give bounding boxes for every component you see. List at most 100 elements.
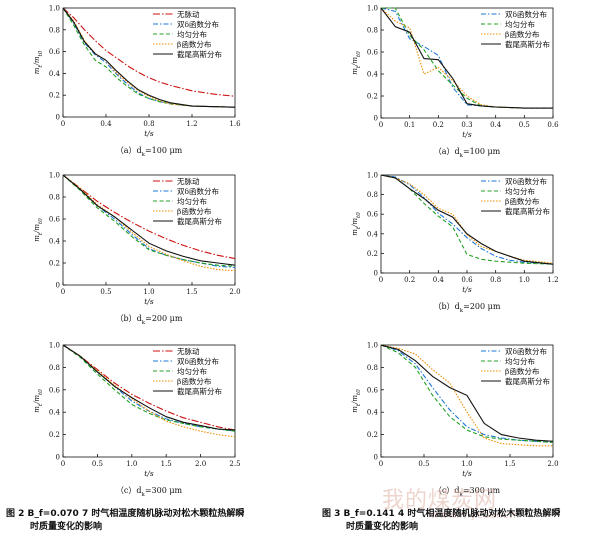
y-tick-label: 0.6 (367, 49, 379, 57)
y-tick-label: 0 (374, 454, 378, 462)
y-axis-label: mt/mt0 (351, 212, 362, 236)
x-tick-label: 0.2 (433, 121, 444, 129)
y-tick-label: 1.0 (367, 172, 378, 180)
y-tick-label: 0.2 (367, 431, 378, 439)
y-tick-label: 1.0 (49, 5, 60, 13)
y-tick-label: 1.0 (49, 172, 60, 180)
legend-label: β函数分布 (505, 196, 540, 206)
figure-2-caption-line1: 图 2 B_f=0.070 7 时气相温度随机脉动对松木颗粒热解瞬 (6, 509, 245, 519)
series-line-4 (62, 344, 236, 431)
x-tick-label: 1.5 (186, 288, 197, 296)
y-tick-label: 1.0 (367, 5, 378, 13)
series-line-3 (380, 344, 553, 447)
x-tick-label: 0.5 (418, 460, 429, 468)
x-tick-label: 0.6 (547, 121, 559, 129)
legend-label: 截尾高斯分布 (505, 376, 550, 386)
chart-panel-right-2: 0 0.2 0.4 0.6 0.8 1.0 1.2 0 0.2 0.4 0.6 0.8 1.0 t/s mt… (351, 172, 559, 315)
y-tick-label: 0.4 (49, 409, 61, 417)
y-tick-label: 0.4 (49, 238, 61, 246)
panel-sublabel: （a）dk=100 μm (434, 147, 501, 159)
x-tick-label: 1.0 (143, 288, 154, 296)
x-tick-label: 2.0 (547, 460, 558, 468)
x-tick-label: 0 (379, 276, 383, 284)
y-tick-label: 0.2 (367, 250, 378, 258)
chart-panel-right-1: 0 0.1 0.2 0.3 0.4 0.5 0.6 0 0.2 0.4 0.6 0.8 1.0 t/s mt… (351, 5, 559, 160)
series-line-1 (380, 7, 553, 109)
series-line-4 (380, 7, 553, 109)
figure-2-caption: 图 2 B_f=0.070 7 时气相温度随机脉动对松木颗粒热解瞬 时质量变化的… (6, 508, 306, 534)
legend-label: 均匀分布 (177, 196, 207, 206)
x-tick-label: 1.0 (461, 460, 472, 468)
legend-label: 双δ函数分布 (177, 356, 220, 366)
x-axis-label: t/s (144, 297, 154, 306)
y-axis-label: mt/mt0 (351, 389, 362, 413)
y-tick-label: 0.6 (367, 386, 379, 394)
x-tick-label: 2.0 (229, 288, 240, 296)
panel-sublabel: （b）dk=200 μm (116, 314, 183, 326)
legend-label: 截尾高斯分布 (177, 386, 222, 396)
x-tick-label: 2.0 (195, 460, 206, 468)
y-tick-label: 0.8 (49, 194, 60, 202)
figure-3-caption-line1: 图 3 B_f=0.141 4 时气相温度随机脉动对松木颗粒热解瞬 (322, 509, 561, 519)
y-tick-label: 1.0 (49, 342, 60, 350)
legend-label: 截尾高斯分布 (177, 216, 222, 226)
y-tick-label: 0.8 (49, 364, 60, 372)
legend-label: β函数分布 (177, 376, 212, 386)
x-tick-label: 0.8 (143, 120, 154, 128)
legend-label: 均匀分布 (505, 19, 535, 29)
x-tick-label: 0.3 (461, 121, 472, 129)
x-tick-label: 0.8 (490, 276, 501, 284)
x-tick-label: 0.4 (100, 120, 112, 128)
y-tick-label: 0 (56, 114, 60, 122)
x-tick-label: 1.0 (519, 276, 530, 284)
series-line-1 (380, 174, 554, 265)
series-line-2 (62, 174, 236, 267)
x-tick-label: 0.2 (404, 276, 415, 284)
x-axis-label: t/s (462, 469, 472, 478)
y-tick-label: 0.2 (367, 93, 378, 101)
y-tick-label: 0.4 (367, 71, 379, 79)
x-tick-label: 1.5 (504, 460, 515, 468)
legend-label: 双δ函数分布 (177, 19, 220, 29)
x-tick-label: 0.5 (100, 288, 111, 296)
y-tick-label: 0.6 (49, 386, 61, 394)
y-tick-label: 0 (374, 270, 378, 278)
y-tick-label: 0 (56, 282, 60, 290)
legend-label: 均匀分布 (505, 186, 535, 196)
legend-label: 双δ函数分布 (505, 176, 548, 186)
y-tick-label: 1.0 (367, 342, 378, 350)
x-tick-label: 1.2 (186, 120, 197, 128)
y-tick-label: 0.8 (367, 27, 378, 35)
series-line-4 (380, 174, 554, 265)
y-axis-label: mt/mt0 (351, 51, 362, 75)
series-line-2 (62, 344, 236, 432)
x-tick-label: 0 (379, 121, 383, 129)
chart-panel-left-3: 0 0.5 1.0 1.5 2.0 2.5 0 0.2 0.4 0.6 0.8 1.0 t/s mt/mt… (33, 342, 241, 499)
legend-label: 均匀分布 (505, 356, 535, 366)
y-axis-label: mt/mt0 (33, 389, 44, 413)
y-tick-label: 0.6 (49, 48, 61, 56)
y-tick-label: 0 (56, 454, 60, 462)
x-tick-label: 0.5 (519, 121, 530, 129)
figure-3-caption: 图 3 B_f=0.141 4 时气相温度随机脉动对松木颗粒热解瞬 时质量变化的… (322, 508, 600, 534)
x-tick-label: 0.4 (433, 276, 445, 284)
legend-label: β函数分布 (505, 366, 540, 376)
y-tick-label: 0 (374, 115, 378, 123)
legend-label: β函数分布 (177, 39, 212, 49)
x-tick-label: 0 (61, 120, 65, 128)
x-axis-label: t/s (144, 469, 154, 478)
series-line-3 (62, 344, 236, 438)
chart-panel-left-2: 0 0.5 1.0 1.5 2.000.20.40.60.81.0t/smt/mt0（b… (33, 172, 241, 327)
x-tick-label: 1.6 (229, 120, 241, 128)
y-tick-label: 0.4 (367, 409, 379, 417)
series-line-1 (62, 174, 236, 268)
y-tick-label: 0.6 (367, 211, 379, 219)
legend-label: β函数分布 (177, 206, 212, 216)
series-line-4 (380, 344, 554, 442)
y-tick-label: 0.2 (49, 431, 60, 439)
legend-label: 无脉动 (177, 346, 200, 356)
x-axis-label: t/s (462, 130, 472, 139)
y-axis-label: mt/mt0 (33, 218, 44, 242)
legend-label: 双δ函数分布 (505, 9, 548, 19)
